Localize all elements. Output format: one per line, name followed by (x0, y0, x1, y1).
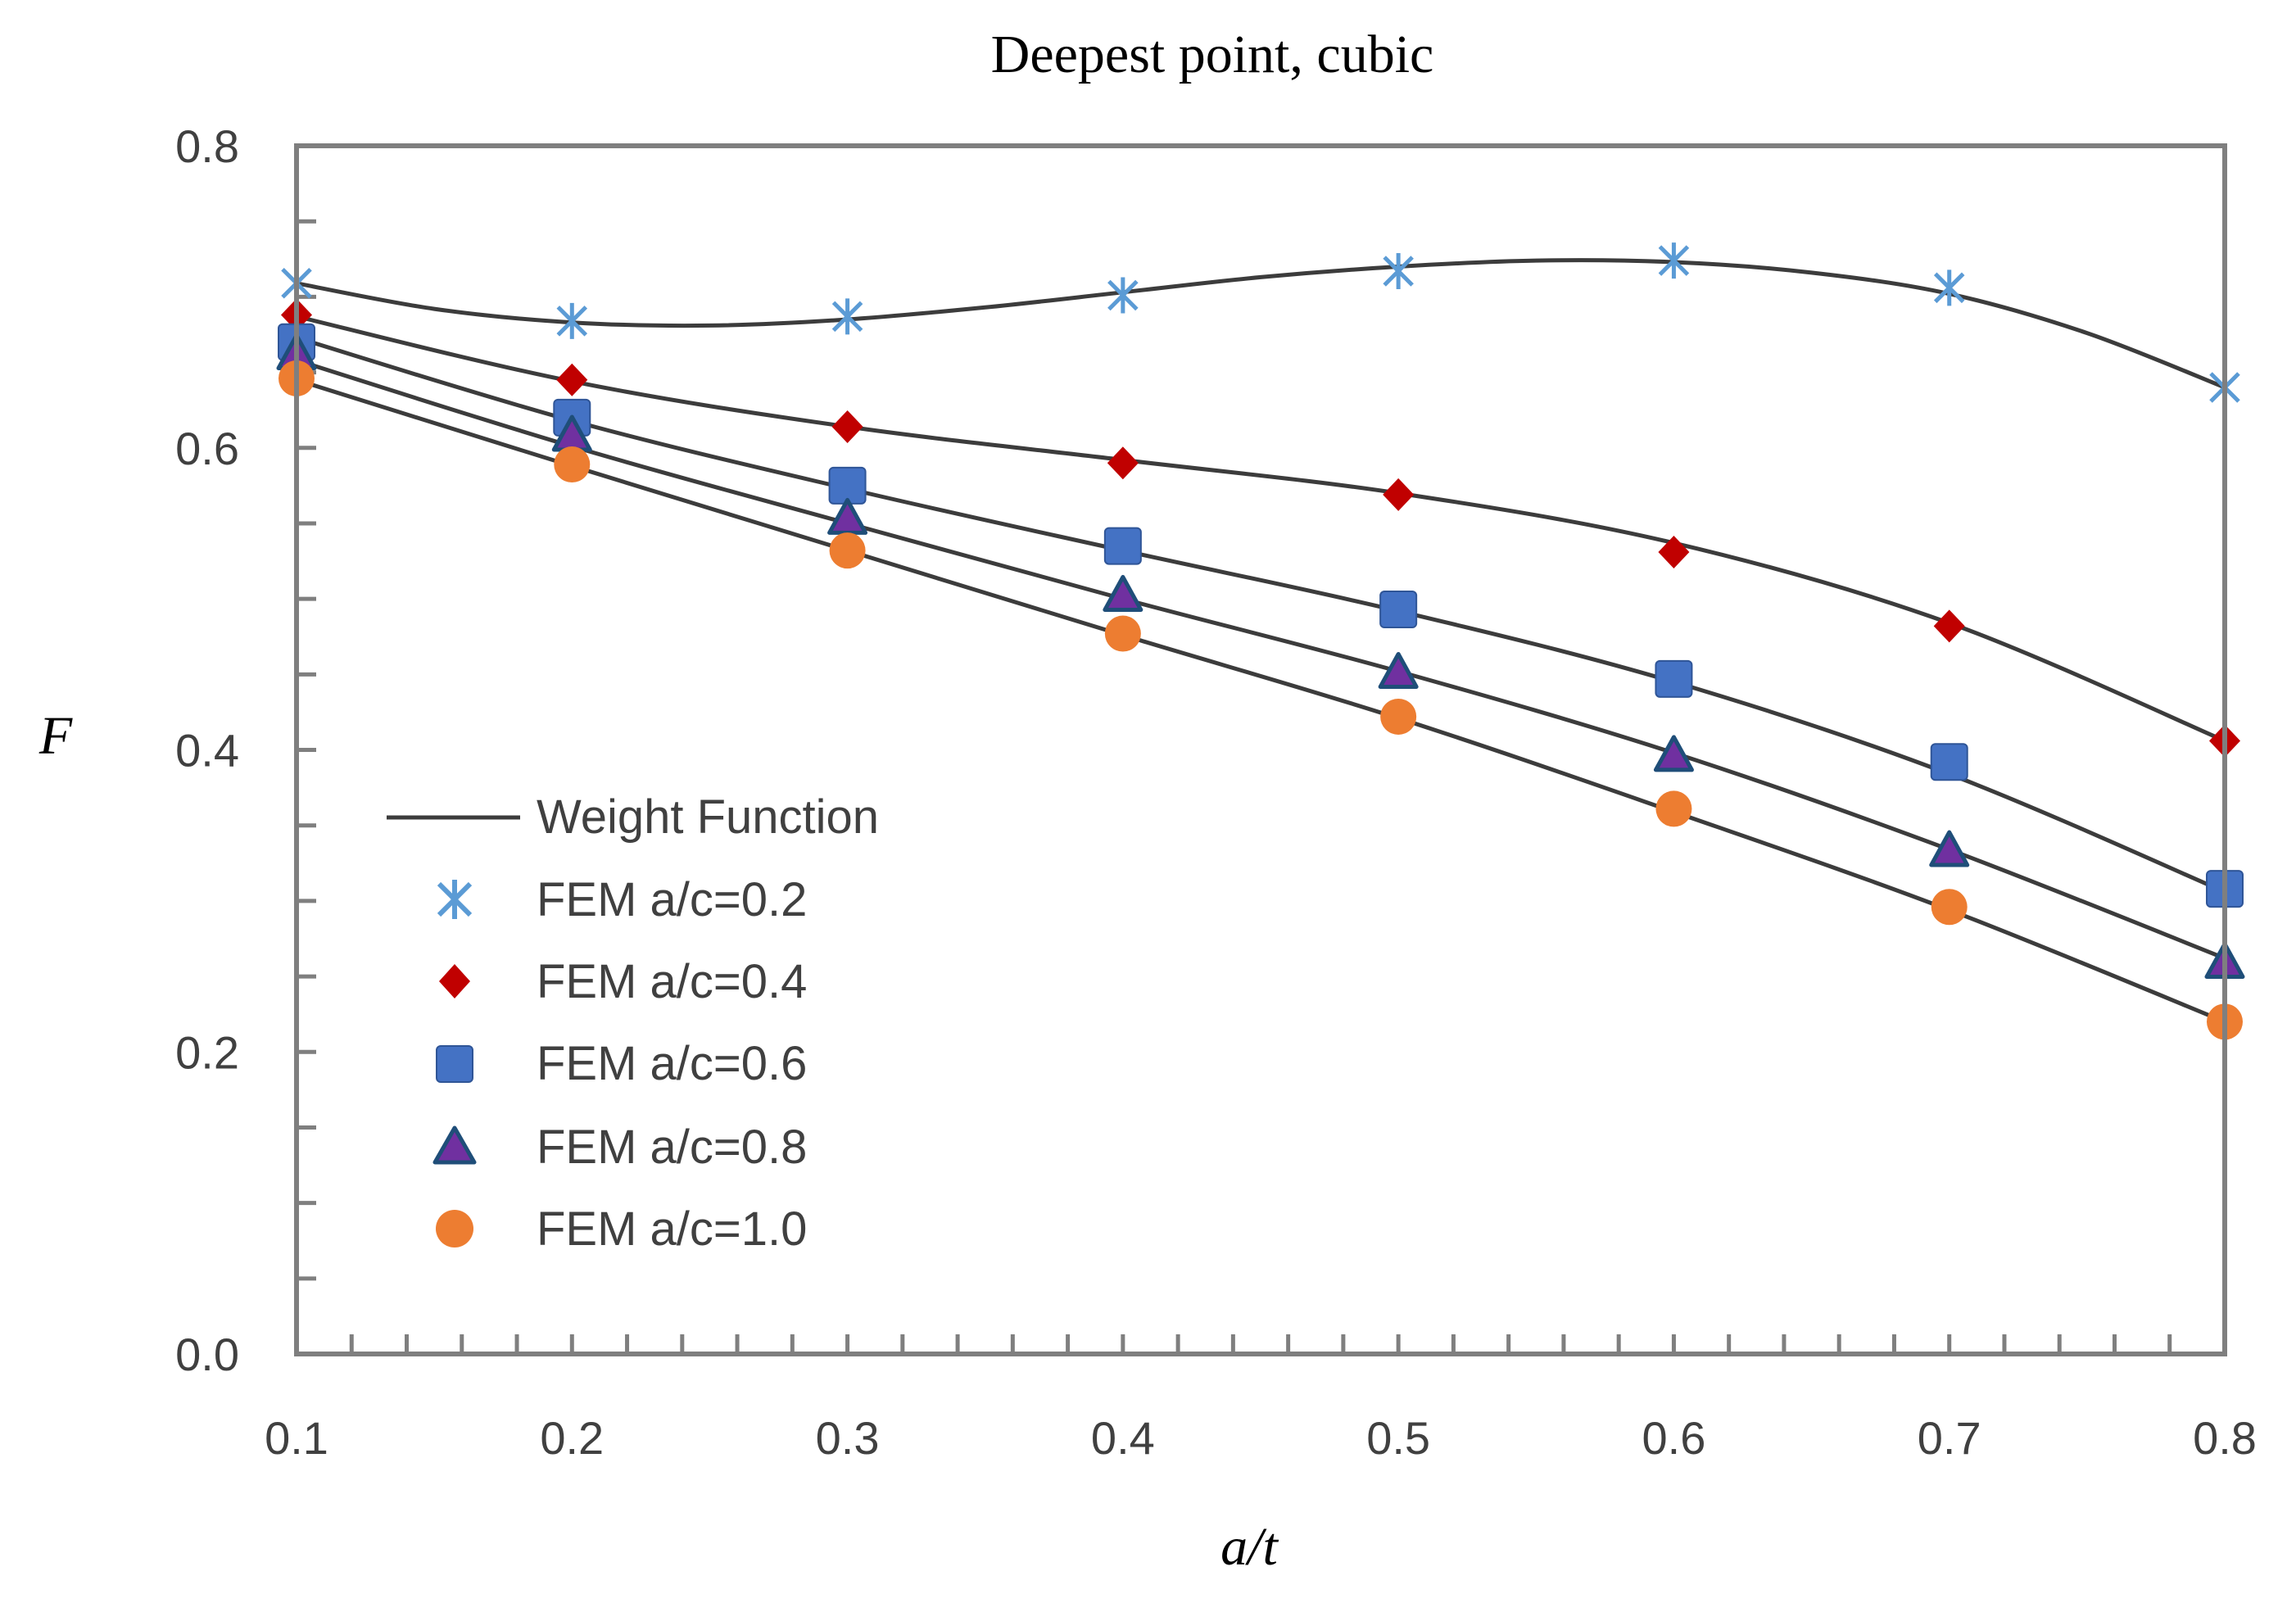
marker-diamond (1933, 609, 1965, 643)
x-tick-label: 0.3 (816, 1412, 880, 1464)
marker-asterisk (831, 298, 863, 335)
marker-asterisk (1658, 242, 1690, 279)
legend-label-fem-ac-0.4: FEM a/c=0.4 (537, 955, 807, 1008)
legend-triangle-swatch (432, 1125, 477, 1165)
marker-square (1103, 527, 1142, 565)
marker-diamond (1383, 478, 1415, 511)
y-tick-label: 0.8 (175, 120, 239, 172)
legend-square-swatch (436, 1045, 473, 1083)
x-tick-label: 0.2 (540, 1412, 604, 1464)
legend-diamond-swatch (439, 964, 470, 998)
x-tick-labels: 0.1 0.2 0.3 0.4 0.5 0.6 0.7 0.8 (265, 1412, 2257, 1464)
weight-function-lines (296, 258, 2226, 1024)
x-tick-label: 0.6 (1642, 1412, 1705, 1464)
legend-label-fem-ac-0.2: FEM a/c=0.2 (537, 873, 807, 926)
marker-triangle (827, 497, 868, 535)
marker-circle (554, 446, 591, 483)
legend: Weight Function FEM a/c=0.2 FEM a/c=0.4 … (387, 790, 879, 1256)
x-tick-label: 0.1 (265, 1412, 328, 1464)
x-tick-label: 0.5 (1366, 1412, 1430, 1464)
series-circle (279, 360, 2243, 1040)
y-axis-label: F (38, 706, 73, 766)
marker-asterisk (1107, 277, 1139, 314)
marker-circle (1655, 790, 1692, 827)
x-tick-label: 0.4 (1091, 1412, 1155, 1464)
marker-triangle (1929, 830, 1970, 867)
marker-triangle (1378, 651, 1419, 689)
marker-circle (1380, 698, 1417, 735)
y-tick-label: 0.6 (175, 423, 239, 474)
y-tick-labels: 0.0 0.2 0.4 0.6 0.8 (175, 120, 239, 1380)
y-tick-label: 0.2 (175, 1026, 239, 1078)
x-tick-label: 0.7 (1918, 1412, 1981, 1464)
marker-asterisk (1933, 269, 1965, 306)
series-diamond (281, 298, 2240, 758)
x-tick-label: 0.8 (2193, 1412, 2257, 1464)
marker-diamond (556, 363, 588, 396)
marker-square (1655, 659, 1693, 698)
legend-label-fem-ac-0.8: FEM a/c=0.8 (537, 1121, 807, 1174)
marker-asterisk (1383, 253, 1414, 290)
weight-function-line-3 (296, 358, 2226, 961)
marker-diamond (831, 410, 863, 443)
marker-diamond (1658, 535, 1690, 568)
chart-title: Deepest point, cubic (991, 25, 1434, 84)
y-tick-label: 0.0 (175, 1329, 239, 1380)
weight-function-line-1 (296, 314, 2226, 743)
legend-label-fem-ac-1.0: FEM a/c=1.0 (537, 1202, 807, 1256)
marker-circle (829, 532, 866, 569)
x-minor-ticks (294, 1334, 2227, 1354)
weight-function-line-0 (296, 258, 2226, 390)
marker-asterisk (556, 302, 588, 339)
marker-diamond (1107, 446, 1139, 480)
marker-square (1379, 591, 1418, 629)
legend-label-weight-function: Weight Function (537, 790, 879, 844)
marker-circle (1104, 615, 1141, 652)
plot-area-frame (294, 143, 2227, 1356)
weight-function-line-2 (296, 335, 2226, 894)
marker-triangle (1653, 735, 1694, 772)
legend-asterisk-swatch (437, 880, 473, 919)
legend-circle-swatch (436, 1210, 473, 1247)
weight-function-line-4 (296, 378, 2226, 1024)
y-tick-label: 0.4 (175, 725, 239, 777)
marker-circle (1931, 889, 1968, 926)
legend-label-fem-ac-0.6: FEM a/c=0.6 (537, 1037, 807, 1090)
marker-square (1930, 743, 1968, 781)
x-axis-label: a/t (1220, 1517, 1279, 1577)
marker-triangle (1103, 574, 1143, 612)
